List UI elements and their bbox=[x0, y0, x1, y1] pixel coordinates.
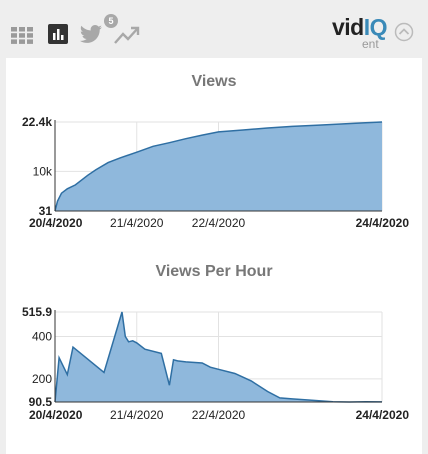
y-tick-label: 515.9 bbox=[22, 305, 52, 319]
grid-icon[interactable] bbox=[11, 27, 33, 44]
series-area bbox=[55, 122, 382, 211]
series-line bbox=[54, 311, 383, 403]
trending-icon[interactable] bbox=[114, 25, 140, 45]
x-tick-label: 22/4/2020 bbox=[192, 408, 246, 422]
x-tick-label: 20/4/2020 bbox=[29, 408, 83, 422]
y-tick-label: 10k bbox=[33, 164, 53, 178]
y-tick-label: 90.5 bbox=[29, 395, 53, 409]
views-per-hour-chart: 515.9 400 200 90.520/4/2020 21/4/2020 22/4/20… bbox=[22, 305, 410, 422]
y-tick-label: 22.4k bbox=[22, 115, 52, 129]
x-tick-label: 20/4/2020 bbox=[29, 216, 83, 230]
x-tick-label: 24/4/2020 bbox=[356, 216, 410, 230]
x-tick-label: 21/4/2020 bbox=[110, 216, 164, 230]
stats-panel: Views 22.4k 10k 31 20/4/2020 21/4/2020 22/4/2… bbox=[6, 58, 422, 454]
logo-subtitle: ent bbox=[362, 37, 379, 51]
twitter-count-badge: 5 bbox=[104, 14, 118, 28]
views-per-hour-chart-title: Views Per Hour bbox=[155, 263, 273, 280]
y-tick-label: 200 bbox=[32, 372, 52, 386]
x-tick-label: 22/4/2020 bbox=[192, 216, 246, 230]
twitter-icon[interactable] bbox=[79, 24, 103, 46]
y-tick-label: 31 bbox=[39, 204, 53, 218]
chevron-up-icon[interactable] bbox=[394, 22, 414, 42]
vidiq-logo: vidIQ bbox=[332, 14, 388, 40]
series-line bbox=[54, 121, 383, 212]
bar-chart-icon[interactable] bbox=[48, 24, 68, 44]
y-tick-label: 400 bbox=[32, 330, 52, 344]
views-chart-title: Views bbox=[191, 73, 237, 90]
x-tick-label: 21/4/2020 bbox=[110, 408, 164, 422]
toolbar: 5 vidIQ ent bbox=[0, 0, 428, 58]
x-tick-label: 24/4/2020 bbox=[356, 408, 410, 422]
series-area bbox=[55, 312, 382, 402]
